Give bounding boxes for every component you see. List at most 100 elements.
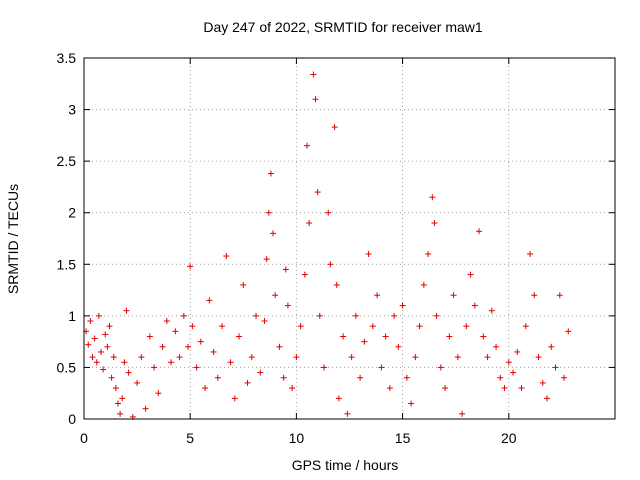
data-point <box>134 379 141 386</box>
data-point <box>263 256 270 263</box>
data-point <box>476 228 483 235</box>
data-point <box>85 341 92 348</box>
data-point <box>335 395 342 402</box>
data-point <box>505 359 512 366</box>
y-tick-label: 0 <box>68 411 76 427</box>
data-point <box>304 142 311 149</box>
data-point <box>185 343 192 350</box>
data-point <box>97 348 104 355</box>
data-point <box>202 385 209 392</box>
data-point <box>206 297 213 304</box>
data-point <box>284 302 291 309</box>
data-point <box>301 271 308 278</box>
data-point <box>106 323 113 330</box>
data-point <box>114 400 121 407</box>
data-point <box>108 374 115 381</box>
data-point <box>437 364 444 371</box>
data-point <box>227 359 234 366</box>
data-point <box>412 354 419 361</box>
data-point <box>253 312 260 319</box>
data-point <box>138 354 145 361</box>
data-point <box>223 253 230 260</box>
data-point <box>522 323 529 330</box>
data-point <box>321 364 328 371</box>
data-point <box>293 354 300 361</box>
x-tick-label: 15 <box>395 430 411 446</box>
data-point <box>463 323 470 330</box>
data-point <box>117 410 124 417</box>
y-tick-label: 2.5 <box>57 153 77 169</box>
chart-title: Day 247 of 2022, SRMTID for receiver maw… <box>203 19 483 35</box>
data-point <box>312 96 319 103</box>
data-point <box>471 302 478 309</box>
data-point <box>433 312 440 319</box>
x-tick-label: 0 <box>80 430 88 446</box>
data-point <box>306 220 313 227</box>
data-point <box>231 395 238 402</box>
data-point <box>514 348 521 355</box>
data-point <box>267 170 274 177</box>
data-point <box>244 379 251 386</box>
data-point <box>155 390 162 397</box>
data-point <box>276 343 283 350</box>
data-point <box>333 281 340 288</box>
data-point <box>340 333 347 340</box>
data-point <box>501 385 508 392</box>
data-point <box>399 302 406 309</box>
data-point <box>425 250 432 257</box>
data-point <box>270 230 277 237</box>
data-point <box>403 374 410 381</box>
x-tick-label: 5 <box>186 430 194 446</box>
data-point <box>280 374 287 381</box>
data-point <box>344 410 351 417</box>
data-point <box>352 312 359 319</box>
data-point <box>248 354 255 361</box>
data-point <box>314 189 321 196</box>
data-point <box>180 312 187 319</box>
data-point <box>240 281 247 288</box>
data-point <box>214 374 221 381</box>
data-point <box>89 354 96 361</box>
data-point <box>327 261 334 268</box>
data-point <box>210 348 217 355</box>
data-point <box>316 312 323 319</box>
data-point <box>378 364 385 371</box>
data-point <box>431 220 438 227</box>
data-point <box>348 354 355 361</box>
data-point <box>104 343 111 350</box>
data-point <box>87 318 94 325</box>
data-point <box>391 312 398 319</box>
data-point <box>176 354 183 361</box>
data-point <box>331 124 338 131</box>
data-point <box>535 354 542 361</box>
data-point <box>544 395 551 402</box>
data-point <box>236 333 243 340</box>
data-point <box>552 364 559 371</box>
data-point <box>100 366 107 373</box>
data-point <box>219 323 226 330</box>
data-points <box>83 71 572 420</box>
data-point <box>408 400 415 407</box>
y-axis-label: SRMTID / TECUs <box>5 184 21 294</box>
data-point <box>510 369 517 376</box>
data-point <box>365 250 372 257</box>
y-tick-label: 1 <box>68 308 76 324</box>
data-point <box>119 395 126 402</box>
data-point <box>146 333 153 340</box>
data-point <box>493 343 500 350</box>
data-point <box>429 194 436 201</box>
data-point <box>112 385 119 392</box>
data-point <box>382 333 389 340</box>
data-point <box>151 364 158 371</box>
data-point <box>125 369 132 376</box>
data-point <box>168 359 175 366</box>
data-point <box>93 359 100 366</box>
data-point <box>357 374 364 381</box>
data-point <box>172 328 179 335</box>
data-point <box>282 266 289 273</box>
data-point <box>531 292 538 299</box>
data-point <box>265 209 272 216</box>
data-point <box>459 410 466 417</box>
data-point <box>484 354 491 361</box>
